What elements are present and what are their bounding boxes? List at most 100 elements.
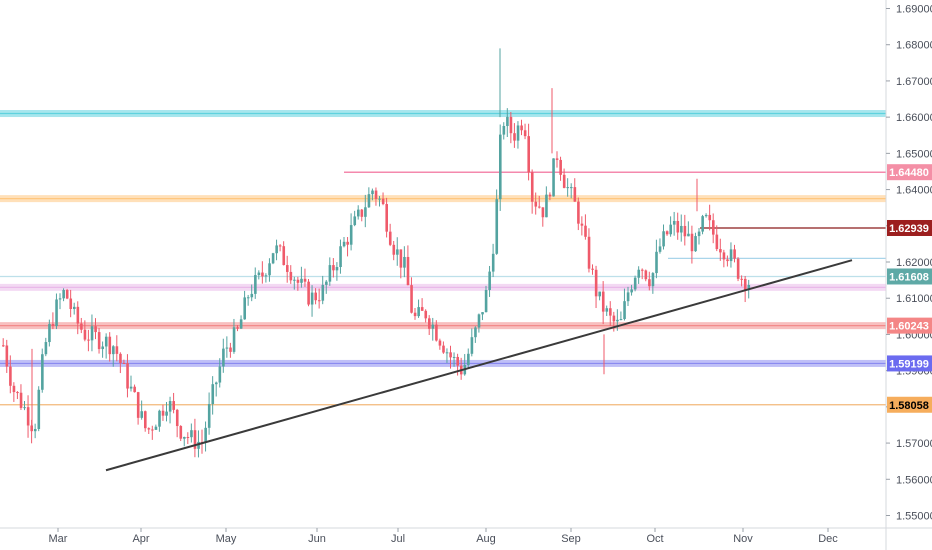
- candle-body: [108, 336, 112, 355]
- candle-body: [715, 234, 719, 250]
- candle-body: [289, 271, 293, 281]
- candle-body: [360, 209, 364, 217]
- candle-body: [623, 301, 626, 320]
- y-tick-label: 1.67000: [896, 76, 932, 88]
- candle-body: [232, 327, 236, 352]
- price-tag-label: 1.60243: [889, 321, 929, 333]
- candle-body: [648, 279, 651, 287]
- candle-body: [435, 324, 438, 341]
- candle-body: [598, 291, 601, 297]
- candle-body: [545, 194, 548, 218]
- candle-body: [73, 306, 76, 310]
- candle-body: [186, 437, 190, 439]
- candle-body: [12, 385, 16, 393]
- candle-body: [310, 292, 314, 305]
- candle-body: [9, 366, 12, 386]
- candle-body: [264, 275, 268, 277]
- support-trendline[interactable]: [105, 259, 853, 472]
- candle-body: [129, 386, 133, 389]
- x-tick-labels: Mar Apr May Jun Jul Aug Sep Oct Nov Dec: [49, 528, 838, 545]
- candle-body: [729, 249, 733, 262]
- price-tag-1[interactable]: [887, 164, 932, 181]
- candle-body: [523, 130, 527, 137]
- y-tick-labels: 1.550001.560001.570001.580001.590001.600…: [886, 4, 932, 523]
- candle-body: [51, 324, 55, 327]
- price-tag-9[interactable]: [887, 396, 932, 413]
- candle-body: [179, 426, 183, 439]
- price-tag-3[interactable]: [887, 219, 932, 236]
- candle-body: [218, 366, 222, 383]
- candle-body: [239, 319, 243, 329]
- candle-body: [261, 272, 264, 277]
- price-levels-layer: [0, 110, 886, 406]
- candle-body: [594, 269, 598, 297]
- candle-body: [605, 308, 609, 312]
- candle-body: [243, 297, 246, 320]
- price-tag-5[interactable]: [887, 268, 932, 285]
- candle-body: [115, 346, 119, 354]
- candle-body: [403, 256, 406, 268]
- candle-body: [357, 209, 360, 217]
- candle-body: [58, 298, 62, 300]
- price-tags-layer: 1.64480 1.62939 1.61608 1.60243 1.59199 1.580…: [887, 164, 932, 413]
- candle-body: [278, 245, 282, 247]
- candle-body: [538, 206, 541, 208]
- price-tag-7[interactable]: [887, 317, 932, 334]
- candle-body: [55, 299, 58, 327]
- candle-body: [676, 220, 680, 233]
- candle-body: [591, 268, 594, 270]
- candle-body: [154, 426, 158, 430]
- candle-body: [413, 312, 417, 317]
- candle-body: [236, 327, 239, 329]
- candle-body: [83, 329, 87, 340]
- candle-body: [619, 319, 623, 321]
- y-tick-label: 1.66000: [896, 112, 932, 124]
- candle-body: [499, 134, 502, 200]
- candle-body: [16, 392, 19, 394]
- price-tag-label: 1.61608: [889, 271, 929, 283]
- candle-body: [165, 411, 168, 416]
- candle-body: [580, 223, 584, 226]
- candle-body: [509, 116, 513, 134]
- price-tag-8[interactable]: [887, 355, 932, 372]
- candle-body: [570, 187, 573, 189]
- candle-body: [271, 253, 275, 264]
- candle-body: [126, 363, 129, 389]
- candle-body: [672, 220, 676, 225]
- candle-body: [747, 285, 751, 291]
- candle-body: [296, 279, 300, 283]
- candle-body: [104, 336, 108, 347]
- candle-body: [641, 269, 644, 271]
- candle-body: [637, 269, 641, 278]
- candle-body: [644, 270, 648, 280]
- candle-body: [687, 233, 690, 237]
- candle-body: [616, 319, 619, 322]
- candle-body: [481, 312, 484, 315]
- candle-body: [445, 352, 449, 354]
- candle-body: [335, 267, 339, 271]
- candle-body: [424, 310, 428, 319]
- candle-body: [502, 126, 506, 135]
- y-tick-label: 1.61000: [896, 293, 932, 305]
- x-tick-label: May: [216, 533, 237, 545]
- candle-body: [222, 348, 225, 367]
- candle-body: [246, 297, 250, 299]
- candle-body: [314, 292, 317, 301]
- candle-body: [97, 332, 101, 350]
- candle-body: [2, 345, 5, 347]
- candle-body: [520, 125, 523, 131]
- candle-body: [736, 258, 740, 279]
- candle-body: [655, 251, 658, 274]
- y-tick-label: 1.56000: [896, 474, 932, 486]
- candle-body: [651, 273, 655, 287]
- trendline-layer: [105, 259, 853, 472]
- candle-body: [168, 401, 172, 412]
- candle-body: [307, 281, 310, 305]
- candle-body: [325, 281, 328, 285]
- x-tick-label: Mar: [49, 533, 68, 545]
- candle-body: [680, 225, 683, 233]
- x-tick-label: Sep: [561, 533, 581, 545]
- candle-body: [392, 244, 396, 255]
- candle-body: [722, 252, 726, 260]
